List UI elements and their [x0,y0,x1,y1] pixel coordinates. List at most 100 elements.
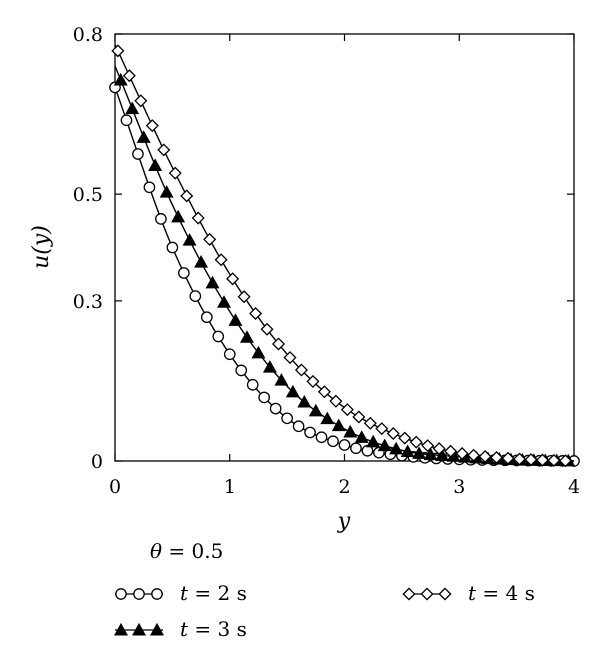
x-axis-label: y [337,509,351,534]
marker-diamond [111,44,125,58]
plot-area [114,33,575,462]
marker-diamond [260,322,274,336]
x-tick-label: 0 [109,476,121,498]
marker-circle [281,412,293,425]
marker-circle [212,330,225,343]
marker-triangle [132,622,146,636]
marker-circle [143,181,156,194]
marker-circle [292,420,305,433]
legend-marker-diamond-icon [402,587,452,601]
marker-diamond [168,166,182,180]
marker-triangle [228,313,243,326]
marker-circle [246,378,259,391]
y-axis-label: u(y) [29,225,54,269]
marker-diamond [535,453,549,467]
legend-label-t4: t = 4 s [468,581,535,605]
legend-title: θ = 0.5 [150,539,223,563]
marker-diamond [501,451,515,465]
marker-triangle [331,418,346,432]
marker-circle [223,348,236,361]
marker-triangle [366,434,381,448]
marker-diamond [157,143,171,157]
marker-diamond [134,94,148,108]
ticks-layer: 0 1 2 3 4 0 0.3 0.5 0.8 [73,24,580,498]
marker-triangle [354,430,369,443]
marker-diamond [455,447,469,461]
marker-diamond [340,403,354,417]
marker-circle [151,588,163,600]
marker-diamond [145,119,159,133]
marker-diamond [237,290,251,304]
marker-triangle [262,360,277,373]
marker-circle [133,588,145,600]
marker-triangle [194,255,209,268]
marker-circle [155,213,167,225]
y-tick-label: 0.3 [73,291,103,313]
x-tick-label: 1 [224,476,236,498]
series-2 [111,44,575,468]
marker-circle [315,431,328,444]
series-layer [109,44,580,468]
marker-circle [235,364,248,377]
marker-diamond [438,587,452,601]
marker-circle [115,588,127,600]
legend-item-t4: t = 4 s [402,581,535,605]
marker-diamond [294,363,308,377]
legend-label-t2: t = 2 s [180,581,247,605]
marker-triangle [389,441,404,455]
marker-circle [178,267,190,279]
marker-triangle [308,403,323,417]
marker-diamond [214,253,228,267]
marker-diamond [547,453,561,467]
marker-diamond [420,587,434,601]
marker-diamond [421,439,435,453]
marker-triangle [274,373,289,386]
marker-diamond [467,448,481,462]
marker-diamond [122,69,136,83]
marker-diamond [478,450,492,464]
marker-diamond [329,394,343,408]
marker-triangle [159,185,174,198]
marker-circle [338,439,351,451]
marker-diamond [352,410,366,424]
marker-triangle [377,438,392,452]
x-tick-label: 4 [568,476,580,498]
marker-diamond [524,453,538,467]
marker-triangle [217,295,231,308]
legend-item-t3: t = 3 s [114,617,247,641]
marker-circle [166,241,179,254]
marker-triangle [205,275,220,289]
marker-diamond [444,444,458,458]
marker-circle [269,402,282,415]
marker-circle [189,290,202,302]
marker-diamond [375,422,389,436]
marker-diamond [512,452,527,466]
marker-triangle [320,411,335,425]
marker-circle [258,391,271,404]
marker-diamond [180,189,194,203]
marker-triangle [136,130,151,143]
marker-diamond [363,416,377,430]
marker-circle [120,114,133,127]
legend: θ = 0.5 t = 2 s t = 3 s t = 4 s [114,539,535,641]
marker-diamond [409,435,423,449]
x-tick-label: 2 [338,476,350,498]
marker-diamond [271,337,286,351]
marker-circle [304,426,316,439]
marker-triangle [113,72,128,86]
marker-diamond [226,272,240,286]
marker-triangle [239,330,254,343]
y-tick-label: 0.8 [73,24,103,46]
marker-diamond [398,431,412,445]
marker-diamond [490,450,504,465]
y-tick-label: 0.5 [73,184,103,206]
marker-diamond [432,442,446,456]
marker-circle [132,148,144,160]
marker-diamond [306,374,320,388]
legend-marker-triangle-icon [114,622,164,636]
marker-diamond [402,587,416,601]
marker-triangle [148,158,163,171]
marker-triangle [423,447,438,461]
marker-triangle [400,444,415,458]
